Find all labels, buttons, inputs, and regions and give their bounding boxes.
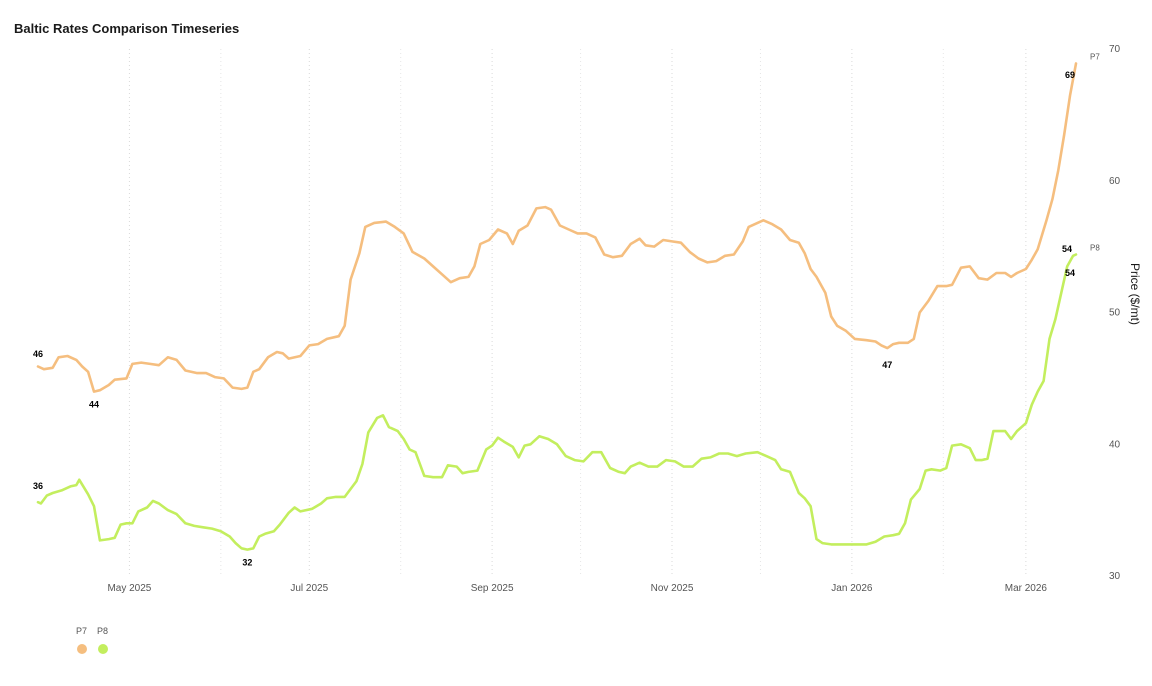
data-label: 54: [1065, 268, 1075, 278]
y-tick-label: 60: [1109, 176, 1121, 187]
data-label: 32: [242, 558, 252, 568]
legend-swatch: [97, 644, 108, 654]
data-label: 46: [33, 349, 43, 359]
y-tick-label: 70: [1109, 44, 1121, 55]
x-tick-label: Sep 2025: [471, 583, 514, 594]
data-label: 54: [1062, 244, 1072, 254]
series-end-label-p7: P7: [1090, 52, 1100, 61]
data-label: 47: [882, 360, 892, 370]
x-tick-label: Mar 2026: [1005, 583, 1048, 594]
legend-item-p8[interactable]: P8: [97, 626, 108, 654]
legend-label: P7: [76, 626, 88, 636]
x-axis-ticks: May 2025 Jul 2025 Sep 2025 Nov 2025 Jan 2026…: [107, 583, 1047, 594]
x-tick-label: Jul 2025: [290, 583, 328, 594]
vertical-gridlines: [128, 49, 1027, 576]
data-label: 36: [33, 481, 43, 491]
y-axis-label: Price ($/mt): [1128, 263, 1142, 325]
x-tick-label: Nov 2025: [651, 583, 694, 594]
series-line-p8: [36, 253, 1078, 551]
series-lines: P7 P8: [36, 52, 1100, 551]
legend-label: P8: [97, 626, 109, 636]
y-tick-label: 30: [1109, 571, 1121, 582]
y-tick-label: 50: [1109, 308, 1121, 319]
chart-title: Baltic Rates Comparison Timeseries: [14, 21, 240, 36]
y-axis-ticks: 70 60 50 40 30: [1109, 44, 1121, 582]
data-labels: 46 44 47 69 36 32 54 54: [33, 70, 1075, 567]
legend: P7 P8: [76, 626, 108, 654]
series-end-label-p8: P8: [1090, 244, 1100, 253]
x-tick-label: May 2025: [107, 583, 151, 594]
legend-item-p7[interactable]: P7: [76, 626, 87, 654]
series-line-p7: [36, 62, 1078, 393]
data-label: 44: [89, 400, 99, 410]
data-label: 69: [1065, 70, 1075, 80]
legend-swatch: [76, 644, 87, 654]
y-tick-label: 40: [1109, 439, 1121, 450]
x-tick-label: Jan 2026: [831, 583, 873, 594]
